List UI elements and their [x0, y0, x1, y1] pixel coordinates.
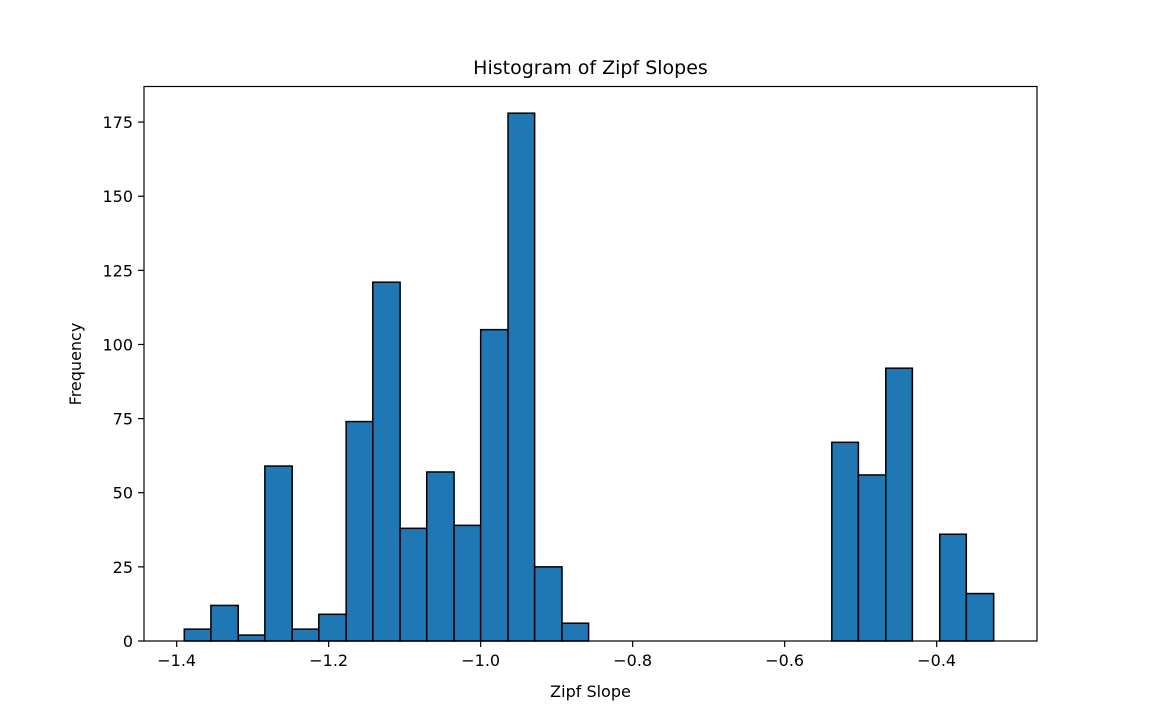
y-tick-label: 100: [102, 335, 133, 354]
histogram-bar: [183, 628, 212, 642]
y-tick-label: 125: [102, 261, 133, 280]
histogram-bar: [372, 281, 401, 642]
histogram-bar: [533, 566, 563, 642]
chart-title: Histogram of Zipf Slopes: [473, 57, 708, 79]
x-tick-label: −1.2: [309, 651, 348, 670]
histogram-bar: [425, 471, 455, 642]
histogram-bar: [399, 527, 428, 642]
x-tick-label: −0.4: [917, 651, 956, 670]
histogram-bar: [479, 328, 509, 642]
bars-group: [183, 112, 995, 642]
histogram-bar: [885, 367, 914, 642]
histogram-bar: [210, 604, 239, 642]
x-tick-label: −1.0: [461, 651, 500, 670]
y-tick-label: 0: [123, 632, 133, 651]
x-axis-label: Zipf Slope: [550, 682, 631, 701]
plot-frame: [143, 85, 1038, 642]
histogram-bar: [857, 474, 887, 642]
x-tick-label: −0.8: [613, 651, 652, 670]
x-axis-ticks: −1.4 −1.2 −1.0 −0.8 −0.6 −0.4: [157, 641, 956, 670]
y-tick-label: 175: [102, 113, 133, 132]
histogram-bar: [965, 592, 995, 642]
histogram-bar: [561, 622, 590, 642]
y-tick-label: 50: [113, 484, 133, 503]
y-tick-label: 150: [102, 187, 133, 206]
histogram-bar: [831, 441, 860, 642]
histogram-bar: [291, 628, 320, 642]
histogram-bar: [264, 465, 293, 642]
y-axis-label: Frequency: [66, 323, 85, 406]
histogram-bar: [507, 112, 536, 642]
histogram-bar: [345, 420, 374, 642]
histogram-bar: [318, 613, 347, 642]
histogram-bar: [938, 533, 968, 642]
y-axis-ticks: 0 25 50 75 100 125 150 175: [102, 113, 144, 651]
x-tick-label: −1.4: [157, 651, 196, 670]
histogram-bar: [237, 634, 266, 642]
y-tick-label: 25: [113, 558, 133, 577]
y-tick-label: 75: [113, 410, 133, 429]
x-tick-label: −0.6: [765, 651, 804, 670]
histogram-bar: [453, 524, 482, 642]
